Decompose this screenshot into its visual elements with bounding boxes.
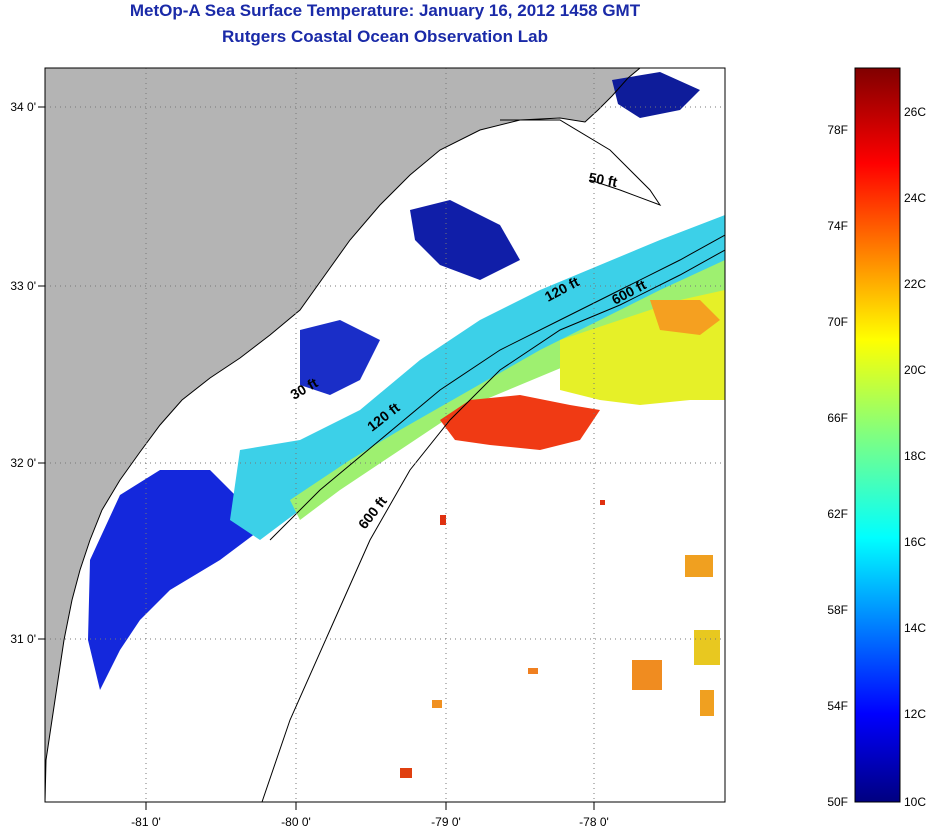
colorbar-label-62F: 62F — [827, 507, 848, 521]
colorbar-label-10C: 10C — [904, 795, 926, 809]
colorbar-label-66F: 66F — [827, 411, 848, 425]
colorbar-label-24C: 24C — [904, 191, 926, 205]
isobath-50ft — [500, 119, 662, 207]
colorbar-label-26C: 26C — [904, 105, 926, 119]
colorbar-label-70F: 70F — [827, 315, 848, 329]
lon-label-81: -81 0' — [131, 815, 161, 829]
map-frame — [44, 67, 726, 803]
colorbar-label-58F: 58F — [827, 603, 848, 617]
lon-label-79: -79 0' — [431, 815, 461, 829]
map-area[interactable]: 50 ft 120 ft 600 ft 30 ft 120 ft 600 ft — [45, 68, 725, 802]
sst-cold-north — [410, 200, 520, 280]
colorbar-label-22C: 22C — [904, 277, 926, 291]
lat-label-34: 34 0' — [10, 100, 36, 114]
sst-cold-coastal — [88, 470, 260, 690]
colorbar: 78F 74F 70F 66F 62F 58F 54F 50F 26C 24C … — [827, 67, 926, 809]
axis-ticks — [38, 106, 595, 810]
sst-cold-mid — [300, 320, 380, 395]
sst-cold-northeast — [612, 72, 700, 118]
map-title: MetOp-A Sea Surface Temperature: January… — [129, 1, 641, 20]
colorbar-gradient — [854, 67, 901, 803]
colorbar-label-74F: 74F — [827, 219, 848, 233]
lat-label-31: 31 0' — [10, 632, 36, 646]
sst-orange-patch — [650, 300, 720, 335]
land-mass — [45, 68, 640, 802]
colorbar-label-14C: 14C — [904, 621, 926, 635]
sst-gulf-stream-warm — [440, 395, 600, 450]
lon-label-78: -78 0' — [579, 815, 609, 829]
coastline — [45, 68, 641, 802]
sst-scattered-warm — [400, 500, 720, 778]
lat-label-33: 33 0' — [10, 279, 36, 293]
depth-label-50ft: 50 ft — [587, 169, 618, 190]
colorbar-label-20C: 20C — [904, 363, 926, 377]
lat-label-32: 32 0' — [10, 456, 36, 470]
isobath-120ft — [269, 234, 725, 541]
colorbar-label-54F: 54F — [827, 699, 848, 713]
lon-label-80: -80 0' — [281, 815, 311, 829]
colorbar-label-50F: 50F — [827, 795, 848, 809]
map-subtitle: Rutgers Coastal Ocean Observation Lab — [222, 27, 548, 46]
colorbar-label-78F: 78F — [827, 123, 848, 137]
colorbar-label-16C: 16C — [904, 535, 926, 549]
lat-lon-grid — [45, 68, 725, 802]
colorbar-label-18C: 18C — [904, 449, 926, 463]
isobath-600ft — [261, 249, 725, 802]
colorbar-label-12C: 12C — [904, 707, 926, 721]
